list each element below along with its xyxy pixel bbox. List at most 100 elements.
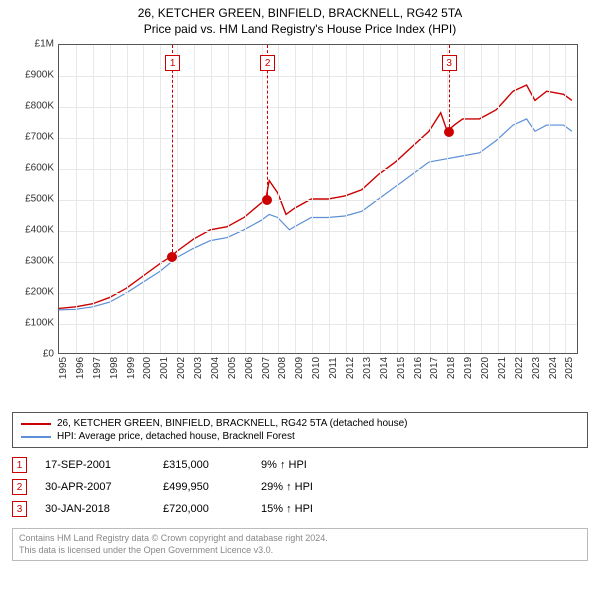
x-axis-label: 2022 xyxy=(514,357,525,379)
gridline-v xyxy=(76,45,77,353)
x-axis-label: 1999 xyxy=(126,357,137,379)
gridline-h xyxy=(59,231,577,232)
x-axis-label: 2004 xyxy=(210,357,221,379)
gridline-v xyxy=(414,45,415,353)
x-axis-label: 2008 xyxy=(277,357,288,379)
gridline-v xyxy=(363,45,364,353)
gridline-h xyxy=(59,169,577,170)
gridline-h xyxy=(59,107,577,108)
y-axis-label: £800K xyxy=(25,101,54,112)
sale-marker-box: 2 xyxy=(260,55,275,71)
y-axis-label: £0 xyxy=(43,349,54,360)
gridline-v xyxy=(194,45,195,353)
gridline-v xyxy=(380,45,381,353)
gridline-v xyxy=(211,45,212,353)
gridline-h xyxy=(59,200,577,201)
footer-attribution: Contains HM Land Registry data © Crown c… xyxy=(12,528,588,561)
x-axis-label: 2024 xyxy=(548,357,559,379)
gridline-h xyxy=(59,293,577,294)
sales-table: 117-SEP-2001£315,0009% ↑ HPI230-APR-2007… xyxy=(12,454,588,520)
x-axis-label: 2002 xyxy=(176,357,187,379)
series-line xyxy=(59,85,572,308)
gridline-v xyxy=(565,45,566,353)
legend-swatch xyxy=(21,436,51,438)
y-axis-label: £400K xyxy=(25,225,54,236)
x-axis-label: 2009 xyxy=(294,357,305,379)
gridline-v xyxy=(498,45,499,353)
sale-marker-ref: 2 xyxy=(12,479,27,495)
gridline-v xyxy=(160,45,161,353)
gridline-h xyxy=(59,76,577,77)
y-axis-label: £200K xyxy=(25,287,54,298)
sale-marker-dot xyxy=(167,252,177,262)
x-axis-label: 2021 xyxy=(497,357,508,379)
x-axis-label: 2006 xyxy=(244,357,255,379)
legend: 26, KETCHER GREEN, BINFIELD, BRACKNELL, … xyxy=(12,412,588,448)
x-axis-label: 2025 xyxy=(564,357,575,379)
gridline-h xyxy=(59,324,577,325)
gridline-v xyxy=(312,45,313,353)
legend-label: HPI: Average price, detached house, Brac… xyxy=(57,431,295,442)
sale-marker-dot xyxy=(262,195,272,205)
chart-title: 26, KETCHER GREEN, BINFIELD, BRACKNELL, … xyxy=(0,0,600,22)
footer-line-2: This data is licensed under the Open Gov… xyxy=(19,545,581,557)
x-axis-label: 2000 xyxy=(142,357,153,379)
x-axis-label: 2003 xyxy=(193,357,204,379)
x-axis-label: 2020 xyxy=(480,357,491,379)
gridline-v xyxy=(177,45,178,353)
sale-diff: 9% ↑ HPI xyxy=(261,459,361,471)
sale-date: 17-SEP-2001 xyxy=(45,459,145,471)
chart-lines xyxy=(59,45,577,353)
gridline-v xyxy=(430,45,431,353)
sale-date: 30-JAN-2018 xyxy=(45,503,145,515)
x-axis-label: 2005 xyxy=(227,357,238,379)
y-axis-label: £600K xyxy=(25,163,54,174)
x-axis-label: 2016 xyxy=(413,357,424,379)
gridline-h xyxy=(59,262,577,263)
x-axis-label: 2014 xyxy=(379,357,390,379)
plot-area: 123 xyxy=(58,44,578,354)
x-axis-label: 2013 xyxy=(362,357,373,379)
sale-marker-line xyxy=(172,45,173,257)
gridline-v xyxy=(464,45,465,353)
gridline-v xyxy=(532,45,533,353)
sale-diff: 29% ↑ HPI xyxy=(261,481,361,493)
gridline-v xyxy=(278,45,279,353)
gridline-v xyxy=(93,45,94,353)
sale-marker-box: 3 xyxy=(442,55,457,71)
gridline-v xyxy=(549,45,550,353)
gridline-v xyxy=(110,45,111,353)
sale-price: £315,000 xyxy=(163,459,243,471)
sale-date: 30-APR-2007 xyxy=(45,481,145,493)
x-axis-label: 1995 xyxy=(58,357,69,379)
y-axis-label: £300K xyxy=(25,256,54,267)
sale-marker-ref: 3 xyxy=(12,501,27,517)
y-axis-label: £500K xyxy=(25,194,54,205)
x-axis-label: 1996 xyxy=(75,357,86,379)
footer-line-1: Contains HM Land Registry data © Crown c… xyxy=(19,533,581,545)
gridline-v xyxy=(346,45,347,353)
x-axis-label: 1997 xyxy=(92,357,103,379)
y-axis-label: £900K xyxy=(25,70,54,81)
x-axis-label: 2017 xyxy=(429,357,440,379)
gridline-v xyxy=(127,45,128,353)
sale-marker-dot xyxy=(444,127,454,137)
y-axis-label: £100K xyxy=(25,318,54,329)
x-axis-label: 2012 xyxy=(345,357,356,379)
gridline-v xyxy=(397,45,398,353)
legend-row: 26, KETCHER GREEN, BINFIELD, BRACKNELL, … xyxy=(21,417,579,430)
gridline-v xyxy=(228,45,229,353)
gridline-v xyxy=(329,45,330,353)
gridline-h xyxy=(59,138,577,139)
x-axis-label: 2023 xyxy=(531,357,542,379)
x-axis-label: 2011 xyxy=(328,357,339,379)
gridline-v xyxy=(515,45,516,353)
y-axis-label: £1M xyxy=(35,39,54,50)
sale-row: 2 30-APR-2007 £499,950 29% ↑ HPI xyxy=(12,476,588,498)
x-axis-label: 2007 xyxy=(261,357,272,379)
sale-row: 117-SEP-2001£315,0009% ↑ HPI xyxy=(12,454,588,476)
sale-row: 330-JAN-2018£720,00015% ↑ HPI xyxy=(12,498,588,520)
chart-subtitle: Price paid vs. HM Land Registry's House … xyxy=(0,22,600,40)
x-axis-label: 2015 xyxy=(396,357,407,379)
sale-price: £499,950 xyxy=(163,481,243,493)
